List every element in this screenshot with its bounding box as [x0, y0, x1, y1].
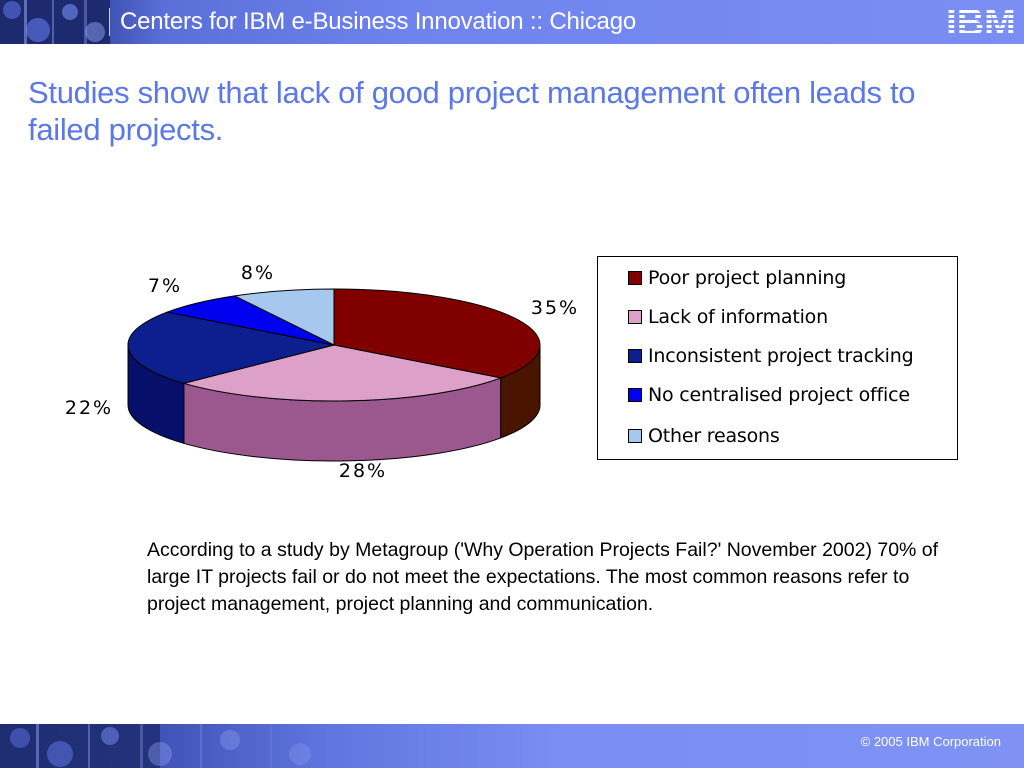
header-title: Centers for IBM e-Business Innovation ::…: [120, 8, 636, 35]
legend-item-inconsistent-project-tracking: Inconsistent project tracking: [628, 343, 914, 369]
pie-slice-no-centralised-project-office: [165, 295, 335, 346]
legend-label: No centralised project office: [648, 384, 910, 406]
pie-labels: 35% 28% 22% 7% 8%: [65, 262, 579, 482]
pie-label-poor-project-planning: 35%: [531, 297, 579, 319]
legend-swatch: [628, 349, 642, 363]
legend-label: Lack of information: [648, 306, 828, 328]
pie-label-other-reasons: 8%: [241, 262, 275, 284]
pie-side-poor-project-planning: [500, 344, 541, 439]
slide-title: Studies show that lack of good project m…: [28, 75, 916, 147]
pie-label-no-centralised-project-office: 7%: [148, 275, 182, 297]
legend-item-other-reasons: Other reasons: [628, 423, 780, 449]
pie-slice-inconsistent-project-tracking: [127, 311, 335, 384]
header-bar: Centers for IBM e-Business Innovation ::…: [0, 0, 1024, 44]
pie-sides: [127, 344, 541, 462]
pie-slice-lack-of-information: [181, 344, 503, 402]
ibm-logo-text: IBM: [946, 3, 1016, 39]
body-text: According to a study by Metagroup ('Why …: [147, 539, 939, 615]
legend-swatch: [628, 429, 642, 443]
legend-item-no-centralised-project-office: No centralised project office: [628, 382, 910, 408]
header-pattern: [0, 0, 110, 44]
chart-legend: Poor project planning Lack of informatio…: [597, 256, 958, 460]
ibm-logo: IBM: [946, 3, 1016, 39]
copyright: © 2005 IBM Corporation: [860, 734, 1001, 749]
legend-item-poor-project-planning: Poor project planning: [628, 265, 846, 291]
pie-slice-poor-project-planning: [333, 288, 541, 379]
footer-pattern: [0, 724, 311, 768]
legend-swatch: [628, 388, 642, 402]
header-divider: [109, 8, 110, 36]
pie-slice-other-reasons: [233, 288, 335, 346]
legend-swatch: [628, 310, 642, 324]
legend-item-lack-of-information: Lack of information: [628, 304, 828, 330]
legend-swatch: [628, 271, 642, 285]
footer-bar: [0, 724, 1024, 768]
pie-tops: [127, 288, 541, 402]
pie-side-inconsistent-project-tracking: [127, 344, 185, 444]
legend-label: Poor project planning: [648, 267, 847, 289]
pie-label-lack-of-information: 28%: [339, 460, 387, 482]
pie-side-lack-of-information: [183, 377, 502, 462]
legend-label: Inconsistent project tracking: [648, 345, 914, 367]
legend-label: Other reasons: [648, 425, 780, 447]
pie-label-inconsistent-project-tracking: 22%: [65, 397, 113, 419]
